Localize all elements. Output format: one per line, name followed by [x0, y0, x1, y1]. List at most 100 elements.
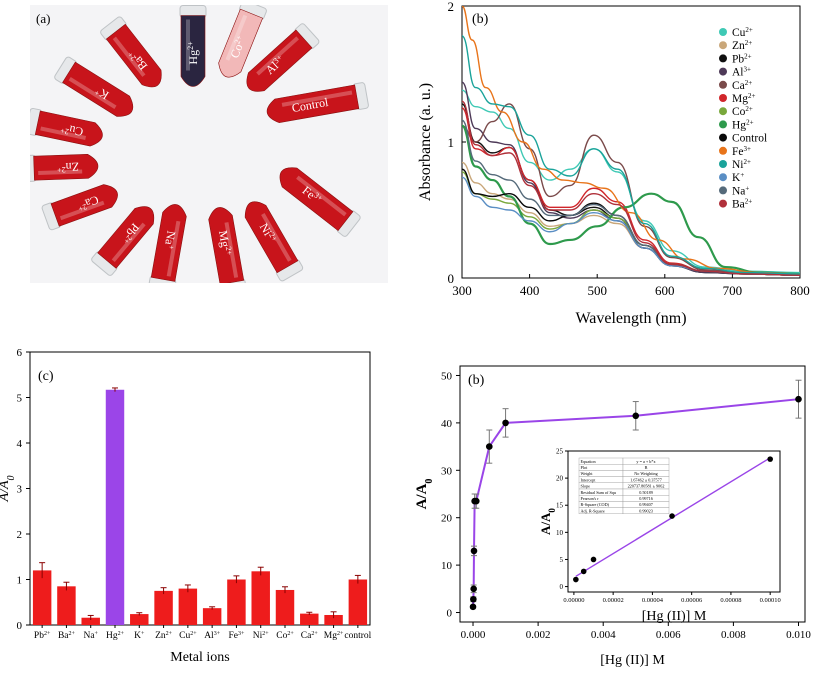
legend-label: Pb2+ — [732, 52, 752, 65]
inset-y-label-group: A/A0 — [538, 508, 557, 535]
legend-marker — [719, 94, 727, 102]
bar — [348, 579, 368, 625]
inset-y-tick-label: 25 — [556, 448, 564, 456]
y-tick-label: 2 — [448, 0, 455, 14]
y-tick-label: 20 — [441, 513, 453, 525]
inset-y-tick-label: 0 — [560, 583, 564, 591]
concentration-chart: 0.000 0.002 0.004 0.006 0.008 0.010 0 10 20 30 40 5… — [414, 365, 811, 668]
fit-table-value: 0.50189 — [639, 490, 653, 495]
panel-label-d: (b) — [468, 373, 485, 388]
x-tick-label: Co2+ — [276, 631, 294, 641]
inset-data-point — [580, 568, 587, 575]
tube-10: Pb2+ — [91, 206, 155, 276]
fit-table-key: Adj. R-Square — [581, 508, 605, 513]
tube-label: Ca2+ — [75, 193, 101, 214]
legend-label: Ca2+ — [732, 79, 752, 92]
bar — [227, 579, 246, 625]
tube-body — [208, 207, 245, 285]
tube-0: Hg2+ — [179, 5, 207, 87]
legend-label: Control — [732, 133, 767, 145]
legend-label: Zn2+ — [732, 39, 752, 52]
inset-y-axis-label: A/A0 — [538, 508, 557, 535]
bar — [275, 589, 295, 625]
y-axis-label-group: A/A0 — [0, 476, 17, 503]
tube-label-group: Ca2+ — [75, 193, 101, 214]
inset-data-point — [669, 513, 675, 519]
tube-5: Control — [266, 82, 369, 123]
bar — [178, 588, 198, 625]
y-tick-label: 1 — [17, 575, 23, 587]
legend-label: Hg2+ — [732, 118, 754, 131]
legend-marker — [719, 80, 727, 89]
tube-label: Zn2+ — [56, 160, 79, 175]
tube-body — [244, 201, 299, 274]
tube-body — [218, 8, 264, 78]
y-axis-label: A/A0 — [0, 476, 17, 503]
tube-label-group: Cu2+ — [59, 123, 85, 140]
tube-label: Control — [291, 95, 330, 115]
inset-y-tick-label: 20 — [556, 475, 564, 483]
data-point — [632, 412, 640, 420]
y-axis-label: A/A0 — [414, 479, 435, 510]
legend-label: Ni2+ — [732, 158, 751, 171]
inset-data-point — [767, 456, 773, 462]
legend-marker — [719, 28, 727, 36]
tube-6: Cu2+ — [25, 107, 103, 147]
tube-body — [97, 206, 155, 269]
y-tick-label: 40 — [441, 418, 453, 430]
legend-label: Co2+ — [732, 105, 753, 118]
legend-marker — [719, 186, 727, 195]
legend-marker — [719, 199, 727, 208]
tube-7: Zn2+ — [23, 154, 99, 182]
bar — [202, 608, 222, 625]
fit-table-value: 0.99716 — [639, 496, 653, 501]
inset-data-point — [590, 556, 597, 563]
bar — [130, 614, 149, 625]
x-tick-label: 0.002 — [526, 629, 551, 641]
legend-label: Fe3+ — [732, 145, 751, 158]
fit-table-value: 0.99023 — [639, 508, 653, 513]
y-tick-label: 10 — [441, 560, 453, 572]
series-line-Ca2+ — [462, 103, 800, 275]
bar — [81, 617, 100, 625]
y-tick-label: 50 — [441, 370, 453, 382]
inset-x-tick-label: 0.00000 — [563, 597, 584, 604]
legend-label: Mg2+ — [732, 92, 755, 105]
fit-table-key: Plot — [581, 465, 589, 470]
y-tick-label: 0 — [17, 620, 23, 632]
panel-label-b: (b) — [472, 12, 489, 27]
data-point — [470, 595, 477, 603]
data-point — [502, 419, 509, 427]
panel-b-spectra: 300 400 500 600 700 800 0 1 2 Wavelength (nm) Abso… — [405, 0, 813, 335]
tube-label: Hg2+ — [186, 41, 201, 65]
legend-label: Cu2+ — [732, 26, 753, 39]
x-tick-label: 0.006 — [656, 629, 681, 641]
tube-label-group: Ba2+ — [125, 50, 150, 73]
data-point — [485, 443, 493, 450]
bar — [154, 590, 173, 625]
series-line-Ba2+ — [462, 100, 800, 276]
tube-label-group: Control — [291, 95, 330, 115]
x-tick-label: control — [344, 631, 371, 641]
fit-table-key: Equation — [581, 459, 597, 464]
fit-table-value: B — [645, 465, 648, 470]
legend-marker — [719, 133, 727, 142]
tube-body — [33, 154, 99, 181]
tube-body — [50, 184, 118, 227]
tube-label-group: Na+ — [162, 230, 178, 251]
x-tick-label: Mg2+ — [324, 631, 344, 641]
x-tick-label: 300 — [452, 283, 472, 298]
x-axis-label: [Hg (II)] M — [600, 653, 665, 668]
tube-highlight — [111, 222, 146, 263]
tube-body — [34, 110, 103, 147]
fit-table-value: 1.67462 ± 0.37577 — [630, 477, 662, 482]
x-tick-label: Ba2+ — [58, 631, 76, 641]
tube-8: Ca2+ — [41, 184, 118, 231]
x-tick-label: 600 — [655, 283, 675, 298]
fit-table-value: y = a + b*x — [636, 459, 656, 464]
tube-highlight — [112, 36, 146, 77]
fit-table-key: Residual Sum of Squ — [581, 490, 617, 495]
tube-highlight — [68, 76, 117, 110]
inset-x-tick-label: 0.00006 — [681, 597, 703, 604]
fit-table-key: Pearson's r — [581, 496, 600, 501]
